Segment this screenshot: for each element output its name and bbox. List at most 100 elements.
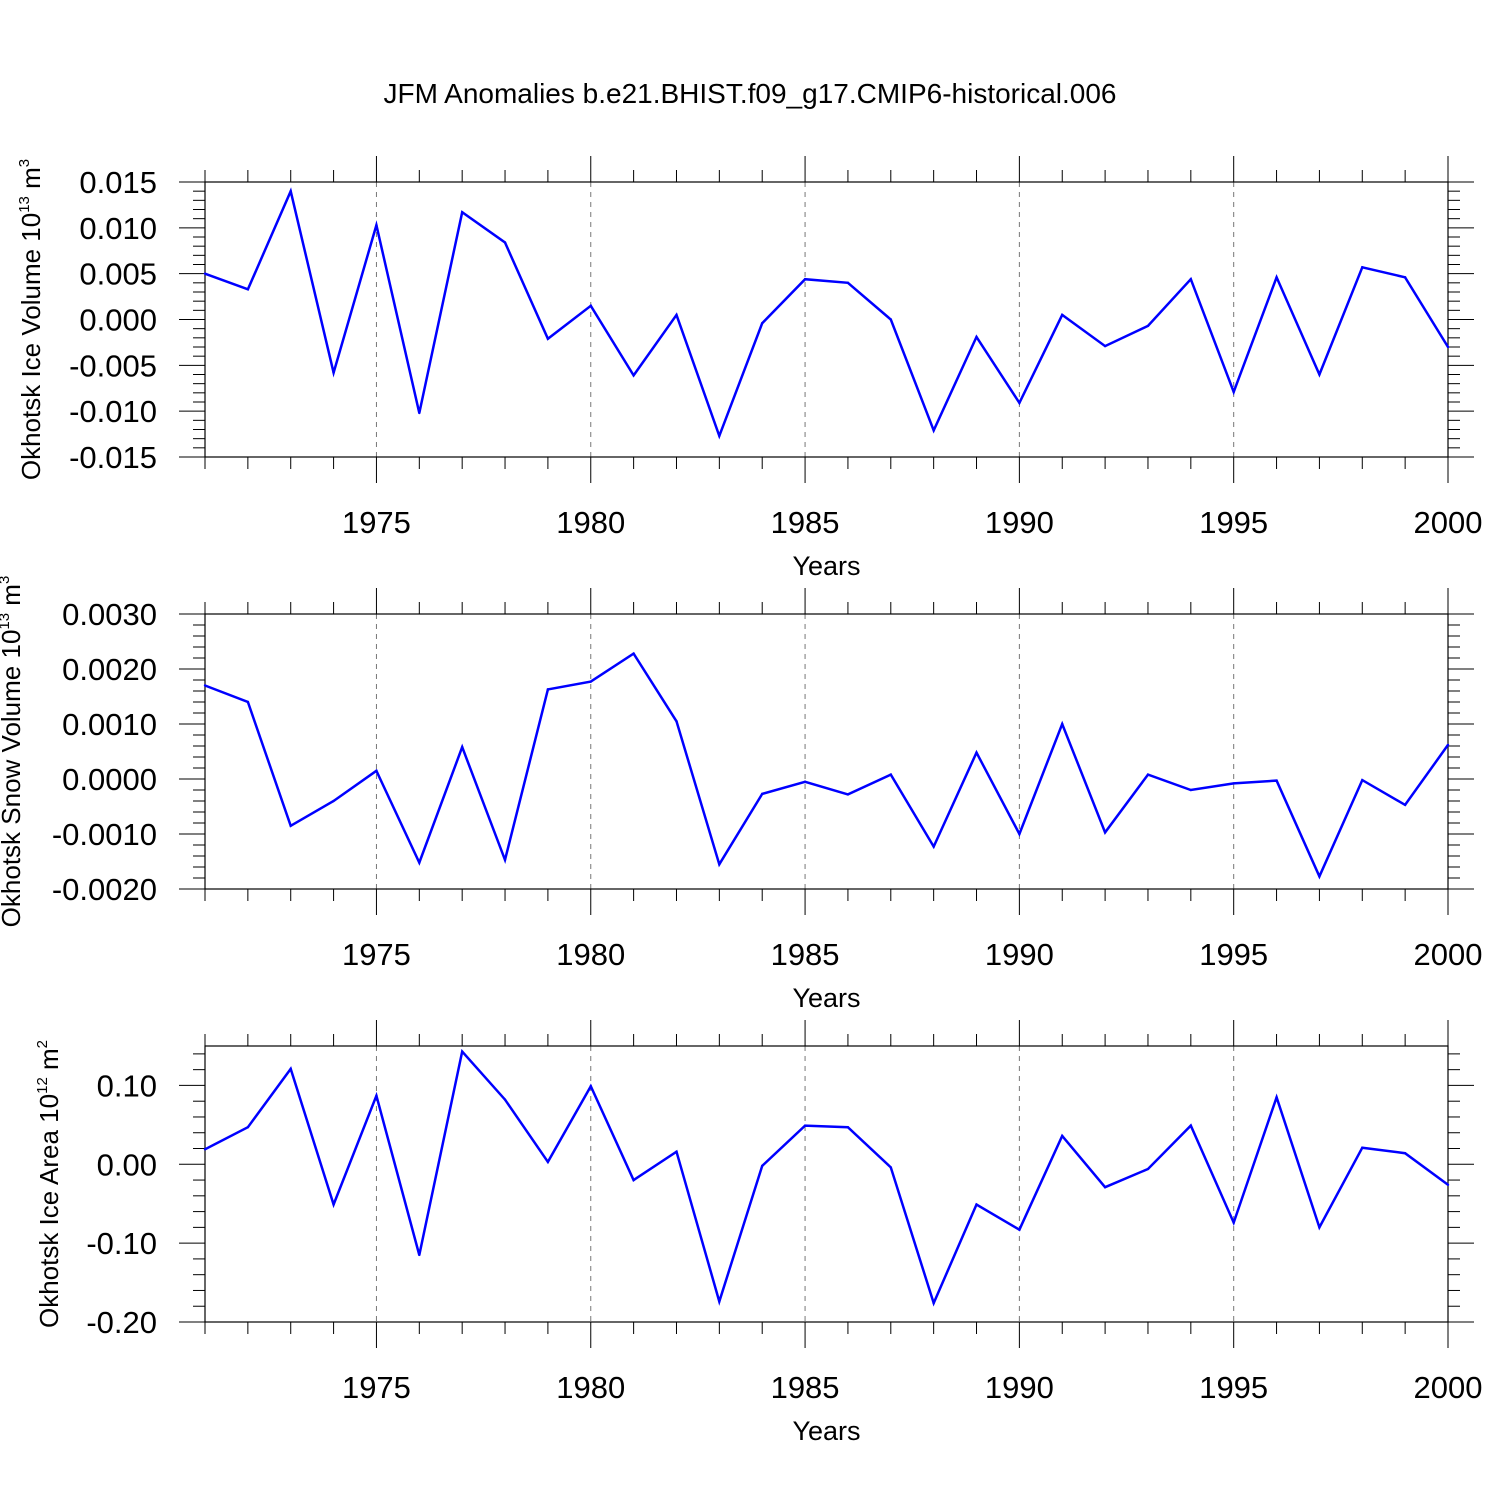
ice-volume-y-axis-label: Okhotsk Ice Volume 1013 m3 bbox=[16, 159, 46, 480]
ice-area-x-tick-label: 2000 bbox=[1414, 1370, 1483, 1405]
ice-area-data-point bbox=[932, 1301, 935, 1305]
ice-volume-y-tick-label: 0.000 bbox=[79, 303, 157, 338]
ice-area-data-point bbox=[1446, 1183, 1450, 1186]
ice-area-data-point bbox=[589, 1085, 592, 1088]
ice-volume-data-point bbox=[1275, 276, 1278, 279]
ice-volume-x-tick-label: 1980 bbox=[556, 505, 625, 540]
ice-area-data-point bbox=[1189, 1124, 1193, 1127]
snow-volume-x-tick-label: 2000 bbox=[1414, 937, 1483, 972]
ice-volume-y-tick-label: -0.005 bbox=[69, 348, 157, 383]
snow-volume-data-point bbox=[1275, 779, 1278, 782]
ice-volume-y-tick-label: -0.010 bbox=[69, 394, 157, 429]
ice-area-data-point bbox=[1361, 1146, 1364, 1149]
ice-area-data-point bbox=[1018, 1228, 1021, 1231]
snow-volume-plot-frame bbox=[204, 613, 1449, 890]
snow-volume-y-tick-label: 0.0000 bbox=[62, 762, 157, 797]
ice-volume-data-point bbox=[889, 318, 892, 321]
ice-area-y-tick-label: -0.20 bbox=[86, 1305, 157, 1340]
ice-volume-y-tick-label: -0.015 bbox=[69, 440, 157, 475]
snow-volume-series-line bbox=[204, 651, 1450, 880]
ice-volume-data-point bbox=[1061, 313, 1064, 317]
snow-volume-data-point bbox=[1189, 788, 1193, 792]
ice-area-data-point bbox=[1061, 1134, 1064, 1138]
snow-volume-data-point bbox=[503, 858, 507, 862]
ice-area-data-point bbox=[203, 1148, 207, 1151]
ice-volume-data-point bbox=[803, 277, 807, 281]
snow-volume-data-point bbox=[203, 684, 207, 687]
snow-volume-y-axis-label: Okhotsk Snow Volume 1013 m3 bbox=[0, 576, 26, 928]
snow-volume-data-point bbox=[761, 792, 764, 796]
ice-area-x-tick-label: 1990 bbox=[985, 1370, 1054, 1405]
ice-area-data-point bbox=[718, 1300, 721, 1303]
snow-volume-y-tick-label: 0.0030 bbox=[62, 597, 157, 632]
ice-volume-x-axis-label: Years bbox=[792, 551, 860, 581]
ice-volume-data-point bbox=[1146, 324, 1150, 328]
ice-volume-data-point bbox=[589, 304, 592, 307]
snow-volume-data-point bbox=[1103, 831, 1107, 834]
snow-volume-data-point bbox=[1403, 803, 1407, 807]
snow-volume-data-point bbox=[889, 773, 892, 776]
ice-volume-data-point bbox=[1189, 277, 1193, 281]
snow-volume-y-tick-label: 0.0020 bbox=[62, 652, 157, 687]
snow-volume-x-tick-label: 1975 bbox=[342, 937, 411, 972]
ice-volume-data-point bbox=[675, 313, 678, 317]
ice-volume-x-tick-label: 1990 bbox=[985, 505, 1054, 540]
ice-volume-x-tick-label: 1985 bbox=[771, 505, 840, 540]
ice-volume-x-tick-label: 2000 bbox=[1414, 505, 1483, 540]
ice-area-y-tick-label: -0.10 bbox=[86, 1226, 157, 1261]
ice-area-data-point bbox=[675, 1150, 678, 1153]
snow-volume-x-tick-label: 1995 bbox=[1199, 937, 1268, 972]
snow-volume-data-point bbox=[675, 720, 678, 723]
ice-area-plot-frame bbox=[204, 1045, 1449, 1323]
snow-volume-data-point bbox=[375, 769, 378, 772]
ice-volume-data-point bbox=[846, 281, 850, 285]
ice-volume-data-point bbox=[1103, 344, 1107, 348]
snow-volume-data-point bbox=[332, 799, 335, 803]
ice-volume-data-point bbox=[932, 429, 935, 432]
ice-volume-data-point bbox=[1403, 276, 1407, 279]
ice-area-x-tick-label: 1995 bbox=[1199, 1370, 1268, 1405]
snow-volume-data-point bbox=[1146, 773, 1150, 776]
ice-volume-y-tick-label: 0.015 bbox=[79, 165, 157, 200]
ice-volume-data-point bbox=[546, 337, 550, 340]
ice-volume-data-point bbox=[503, 241, 507, 244]
ice-area-data-point bbox=[1275, 1096, 1278, 1099]
ice-volume-x-tick-label: 1995 bbox=[1199, 505, 1268, 540]
ice-volume-x-tick-label: 1975 bbox=[342, 505, 411, 540]
ice-area-panel: 0.10 0.00 -0.10 -0.20 1975 1980 1985 1990 1995 20… bbox=[34, 1020, 1482, 1446]
ice-area-data-point bbox=[418, 1253, 421, 1257]
page-title: JFM Anomalies b.e21.BHIST.f09_g17.CMIP6-… bbox=[383, 78, 1117, 109]
ice-area-x-axis-label: Years bbox=[792, 1416, 860, 1446]
ice-volume-panel: 0.015 0.010 0.005 0.000 -0.005 -0.010 -0.015 19… bbox=[16, 156, 1482, 581]
snow-volume-x-tick-label: 1980 bbox=[556, 937, 625, 972]
ice-area-x-tick-label: 1980 bbox=[556, 1370, 625, 1405]
ice-area-data-point bbox=[546, 1160, 550, 1164]
snow-volume-x-tick-label: 1985 bbox=[771, 937, 840, 972]
snow-volume-data-point bbox=[718, 863, 721, 866]
ice-area-data-point bbox=[1103, 1185, 1107, 1189]
snow-volume-data-point bbox=[846, 793, 850, 796]
snow-volume-data-point bbox=[589, 680, 592, 683]
snow-volume-data-point bbox=[932, 845, 935, 848]
snow-volume-data-point bbox=[246, 700, 250, 704]
ice-volume-data-point bbox=[460, 211, 464, 214]
ice-volume-data-point bbox=[246, 288, 250, 291]
snow-volume-data-point bbox=[632, 652, 635, 655]
ice-volume-data-point bbox=[718, 434, 721, 438]
snow-volume-data-point bbox=[1232, 782, 1235, 785]
ice-volume-data-point bbox=[1232, 390, 1235, 394]
snow-volume-data-point bbox=[460, 745, 464, 749]
ice-volume-data-point bbox=[1318, 373, 1321, 376]
ice-volume-data-point bbox=[418, 411, 421, 415]
ice-area-data-point bbox=[289, 1067, 292, 1071]
snow-volume-data-point bbox=[418, 861, 421, 864]
ice-area-data-point bbox=[1318, 1226, 1321, 1229]
ice-area-data-point bbox=[460, 1050, 464, 1053]
snow-volume-y-tick-label: -0.0010 bbox=[52, 817, 157, 852]
ice-volume-data-point bbox=[632, 374, 635, 377]
ice-volume-data-point bbox=[1018, 401, 1021, 405]
snow-volume-data-point bbox=[546, 688, 550, 691]
snow-volume-data-point bbox=[1018, 832, 1021, 836]
snow-volume-data-point bbox=[1361, 778, 1364, 782]
